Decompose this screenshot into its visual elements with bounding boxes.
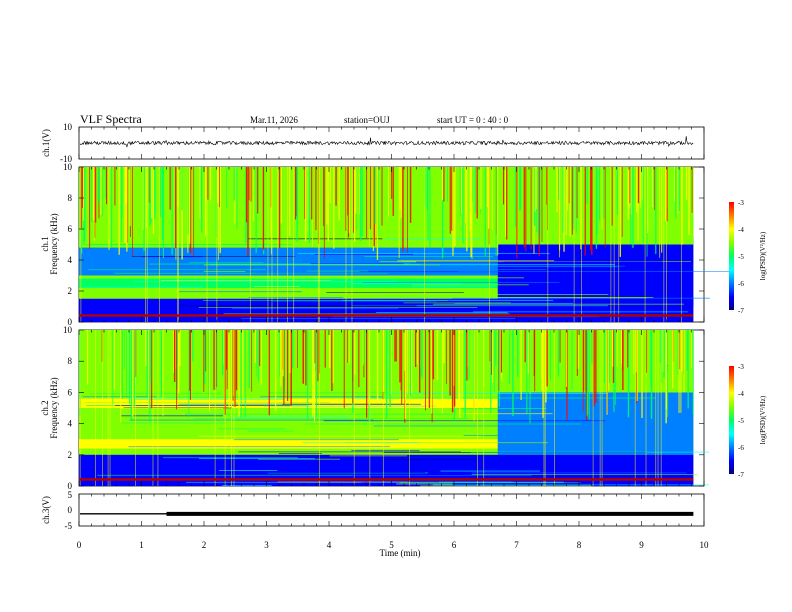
figure-title: VLF Spectra <box>80 112 142 126</box>
ch2-colorbar-gradient <box>729 366 734 474</box>
frequency-ticklabel: 10 <box>63 162 73 172</box>
time-ticklabel: 6 <box>452 540 457 550</box>
ch2-spectrogram-ylabel-freq: Frequency (kHz) <box>49 377 59 438</box>
ch1-waveform-xticks <box>78 127 705 159</box>
time-ticklabel: 8 <box>577 540 582 550</box>
ch3-signal-xticks <box>78 494 705 526</box>
colorbar-ticklabel: -6 <box>738 280 744 288</box>
ch3-ytick-top: 5 <box>68 490 73 500</box>
ch2-colorbar-label: log(PSD)(V²/Hz) <box>759 395 767 444</box>
frequency-ticklabel: 6 <box>68 387 73 397</box>
ch3-ytick-bottom: -5 <box>65 521 73 531</box>
ch1-spectrogram-ylabel-channel: ch.1 <box>40 236 50 251</box>
spectrogram-band <box>79 278 498 288</box>
ch2-spectrogram-yticks: 0 2 4 6 8 10 <box>63 325 704 491</box>
ch3-ytick-mid: 0 <box>68 505 73 515</box>
time-axis-ticklabels: 0 1 2 3 4 5 6 7 8 9 10 <box>77 540 709 550</box>
ch1-colorbar: -3 -4 -5 -6 -7 log(PSD)(V²/Hz) <box>729 199 767 315</box>
ch1-spectrogram-yticks: 0 2 4 6 8 10 <box>63 162 704 327</box>
colorbar-ticklabel: -4 <box>738 226 744 234</box>
colorbar-ticklabel: -5 <box>738 417 744 425</box>
ch2-spectrogram-ylabel-channel: ch.2 <box>40 400 50 415</box>
ch2-colorbar-ticks: -3 -4 -5 -6 -7 <box>738 363 744 479</box>
ch1-waveform-ylabel: ch.1(V) <box>41 129 51 157</box>
time-ticklabel: 5 <box>389 540 394 550</box>
ch1-ytick-top: 10 <box>63 122 73 132</box>
ch1-colorbar-gradient <box>729 202 734 310</box>
ch3-signal-panel: 5 0 -5 ch.3(V) <box>41 490 705 531</box>
frequency-ticklabel: 8 <box>68 356 73 366</box>
time-ticklabel: 4 <box>327 540 332 550</box>
frequency-ticklabel: 0 <box>68 481 73 491</box>
ch1-spectrogram-ylabel-freq: Frequency (kHz) <box>49 213 59 274</box>
ch2-spectrogram-panel: 0 2 4 6 8 10 ch.2 Frequency (kHz) <box>40 325 710 491</box>
ch2-spectrogram-image <box>79 330 710 487</box>
time-ticklabel: 10 <box>700 540 710 550</box>
ch1-spectrogram-image <box>79 167 731 322</box>
time-axis-label: Time (min) <box>380 548 421 558</box>
frequency-ticklabel: 10 <box>63 325 73 335</box>
frequency-ticklabel: 4 <box>68 255 73 265</box>
ch3-signal-ylabel: ch.3(V) <box>41 496 51 524</box>
colorbar-ticklabel: -3 <box>738 363 744 371</box>
start-time-label: start UT = 0 : 40 : 0 <box>437 115 509 125</box>
colorbar-ticklabel: -5 <box>738 253 744 261</box>
colorbar-ticklabel: -3 <box>738 199 744 207</box>
low-frequency-line <box>79 478 694 481</box>
ch1-spectrogram-xticks <box>78 167 705 322</box>
time-ticklabel: 9 <box>639 540 644 550</box>
ch2-spectrogram-xticks <box>78 330 705 486</box>
ch1-ytick-bottom: -10 <box>60 154 72 164</box>
time-ticklabel: 1 <box>139 540 144 550</box>
frequency-ticklabel: 4 <box>68 419 73 429</box>
frequency-ticklabel: 2 <box>68 450 73 460</box>
ch1-waveform-trace <box>79 136 694 148</box>
frequency-ticklabel: 2 <box>68 286 73 296</box>
low-frequency-line <box>79 314 694 317</box>
ch1-waveform-panel: 10 -10 ch.1(V) <box>41 122 705 164</box>
time-ticklabel: 2 <box>202 540 207 550</box>
date-label: Mar.11, 2026 <box>250 115 298 125</box>
spectrogram-band <box>79 439 498 449</box>
frequency-ticklabel: 0 <box>68 317 73 327</box>
spectrogram-band <box>79 167 694 245</box>
ch2-colorbar: -3 -4 -5 -6 -7 log(PSD)(V²/Hz) <box>729 363 767 479</box>
frequency-ticklabel: 8 <box>68 193 73 203</box>
time-ticklabel: 7 <box>514 540 519 550</box>
ch1-colorbar-label: log(PSD)(V²/Hz) <box>759 231 767 280</box>
station-label: station=OUJ <box>344 115 390 125</box>
ch3-signal-frame <box>78 493 705 527</box>
colorbar-ticklabel: -7 <box>738 471 744 479</box>
colorbar-ticklabel: -4 <box>738 390 744 398</box>
spectrogram-band <box>79 398 498 408</box>
colorbar-ticklabel: -7 <box>738 307 744 315</box>
frequency-ticklabel: 6 <box>68 224 73 234</box>
ch1-spectrogram-panel: 0 2 4 6 8 10 ch.1 Frequency (kHz) <box>40 162 731 327</box>
time-ticklabel: 3 <box>264 540 269 550</box>
ch1-colorbar-ticks: -3 -4 -5 -6 -7 <box>738 199 744 315</box>
time-ticklabel: 0 <box>77 540 82 550</box>
colorbar-ticklabel: -6 <box>738 444 744 452</box>
